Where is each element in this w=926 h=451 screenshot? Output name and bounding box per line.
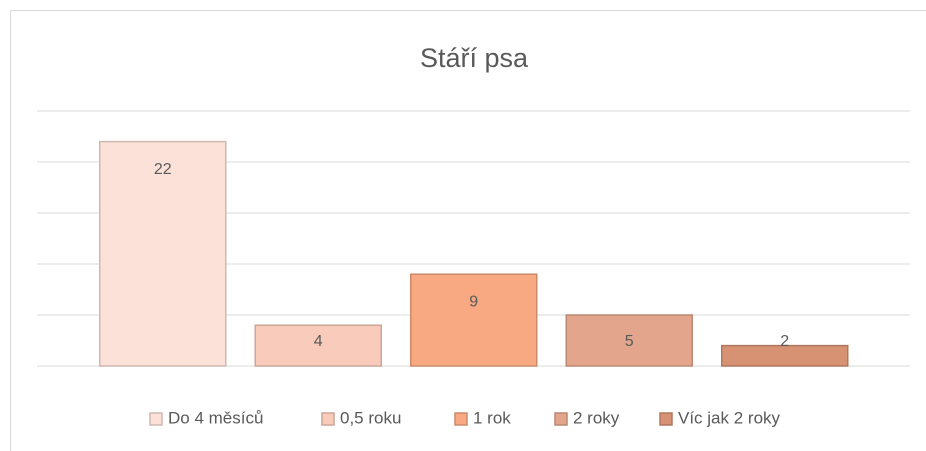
data-label: 22 <box>154 161 172 178</box>
data-label: 2 <box>780 333 789 350</box>
bar <box>254 324 382 367</box>
bar <box>721 344 849 367</box>
legend-swatch <box>149 412 163 426</box>
legend-swatch <box>659 412 673 426</box>
data-label: 4 <box>314 333 323 350</box>
legend-label: 2 roky <box>573 408 620 427</box>
data-label: 5 <box>625 333 634 350</box>
data-label: 9 <box>469 293 478 310</box>
legend-label: Víc jak 2 roky <box>678 408 781 427</box>
chart-title: Stáří psa <box>420 43 529 73</box>
legend-label: 0,5 roku <box>340 408 401 427</box>
chart-border <box>10 10 926 451</box>
bar <box>410 273 538 367</box>
legend-swatch <box>321 412 335 426</box>
legend-swatch <box>454 412 468 426</box>
bar <box>565 314 693 367</box>
legend-label: 1 rok <box>473 408 511 427</box>
legend-label: Do 4 měsíců <box>168 408 263 427</box>
bar <box>99 140 227 367</box>
legend-swatch <box>554 412 568 426</box>
